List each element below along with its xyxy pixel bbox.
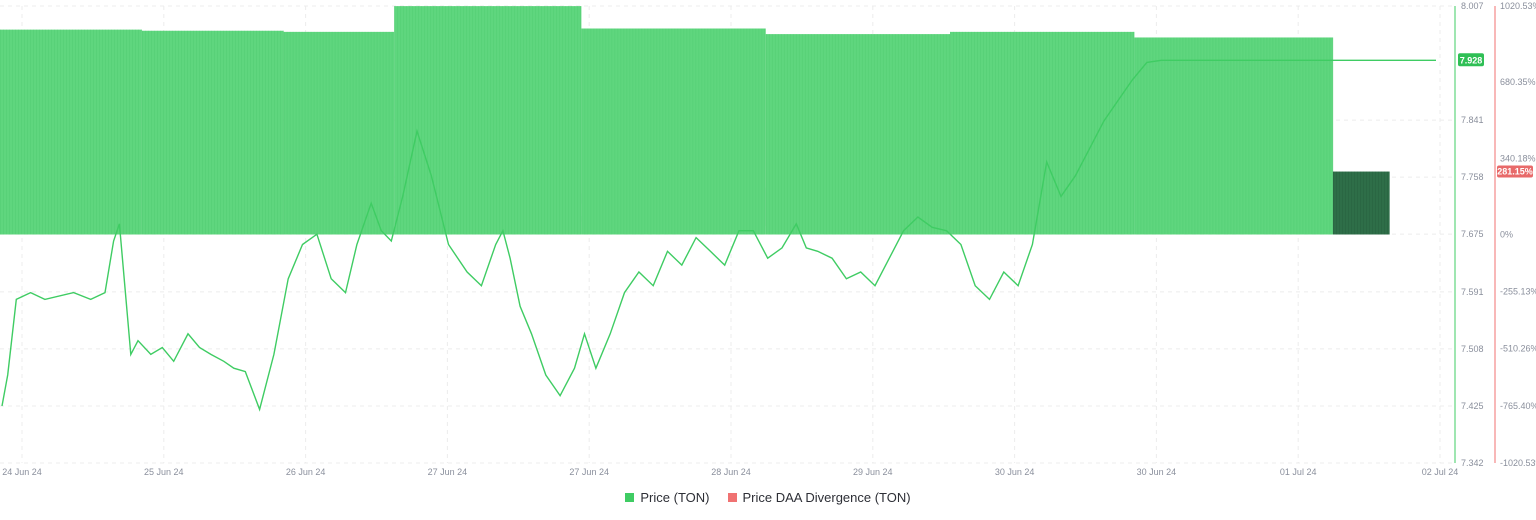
divergence-bar-block (283, 31, 395, 235)
divergence-segment (283, 31, 395, 235)
divergence-segment (1332, 171, 1390, 235)
price-swatch-icon (625, 493, 635, 502)
divergence-segment (1134, 37, 1334, 235)
price-tick-label: 7.425 (1461, 401, 1484, 411)
divergence-segment (141, 30, 284, 235)
x-tick-label: 30 Jun 24 (995, 467, 1035, 477)
divergence-segment (765, 34, 951, 235)
x-tick-label: 25 Jun 24 (144, 467, 184, 477)
current-price-label: 7.928 (1460, 55, 1483, 65)
legend-label-divergence: Price DAA Divergence (TON) (742, 490, 911, 505)
price-tick-label: 7.758 (1461, 172, 1484, 182)
divergence-bar-block (141, 30, 284, 235)
price-tick-label: 7.342 (1461, 458, 1484, 468)
x-tick-label: 30 Jun 24 (1137, 467, 1177, 477)
divergence-tick-label: 680.35% (1500, 77, 1536, 87)
current-divergence-label: 281.15% (1497, 167, 1533, 177)
divergence-tick-label: 1020.53% (1500, 1, 1536, 11)
price-line-layer (1, 59, 1436, 412)
legend-item-price[interactable]: Price (TON) (625, 490, 710, 505)
x-tick-label: 29 Jun 24 (853, 467, 893, 477)
legend-label-price: Price (TON) (640, 490, 710, 505)
x-tick-label: 27 Jun 24 (569, 467, 609, 477)
chart-area: santiment 8.0077.9287.8417.7587.6757.591… (0, 1, 1536, 477)
price-tick-label: 7.508 (1461, 344, 1484, 354)
x-tick-label: 28 Jun 24 (711, 467, 751, 477)
axes: 8.007 7.928 7.841 7.758 7.675 7.591 7.508 7.425… (2, 1, 1536, 477)
divergence-tick-label: 0% (1500, 230, 1513, 240)
x-tick-label: 27 Jun 24 (428, 467, 468, 477)
x-tick-label: 02 Jul 24 (1422, 467, 1459, 477)
divergence-tick-label: -765.40% (1500, 401, 1536, 411)
x-tick-label: 26 Jun 24 (286, 467, 326, 477)
x-tick-label: 01 Jul 24 (1280, 467, 1317, 477)
divergence-swatch-icon (727, 493, 737, 502)
divergence-tick-label: -510.26% (1500, 344, 1536, 354)
divergence-bars (0, 6, 1390, 235)
divergence-segment (394, 6, 582, 235)
price-tick-label: 7.841 (1461, 115, 1484, 125)
price-tick-label: 7.675 (1461, 229, 1484, 239)
current-price-badge (1458, 53, 1484, 67)
divergence-segment (581, 28, 766, 235)
current-divergence-badge (1497, 165, 1533, 178)
divergence-segment (950, 31, 1135, 235)
divergence-tick-label: -1020.53% (1500, 458, 1536, 468)
divergence-segment (0, 29, 142, 235)
divergence-bar-block (0, 29, 142, 235)
price-tick-label: 7.591 (1461, 287, 1484, 297)
legend-item-divergence[interactable]: Price DAA Divergence (TON) (727, 490, 911, 505)
x-tick-label: 24 Jun 24 (2, 467, 42, 477)
divergence-tick-label: 340.18% (1500, 153, 1536, 163)
price-tick-label: 8.007 (1461, 1, 1484, 11)
price-line (1, 59, 1436, 412)
legend: Price (TON) Price DAA Divergence (TON) (0, 490, 1536, 505)
divergence-tick-label: -255.13% (1500, 287, 1536, 297)
